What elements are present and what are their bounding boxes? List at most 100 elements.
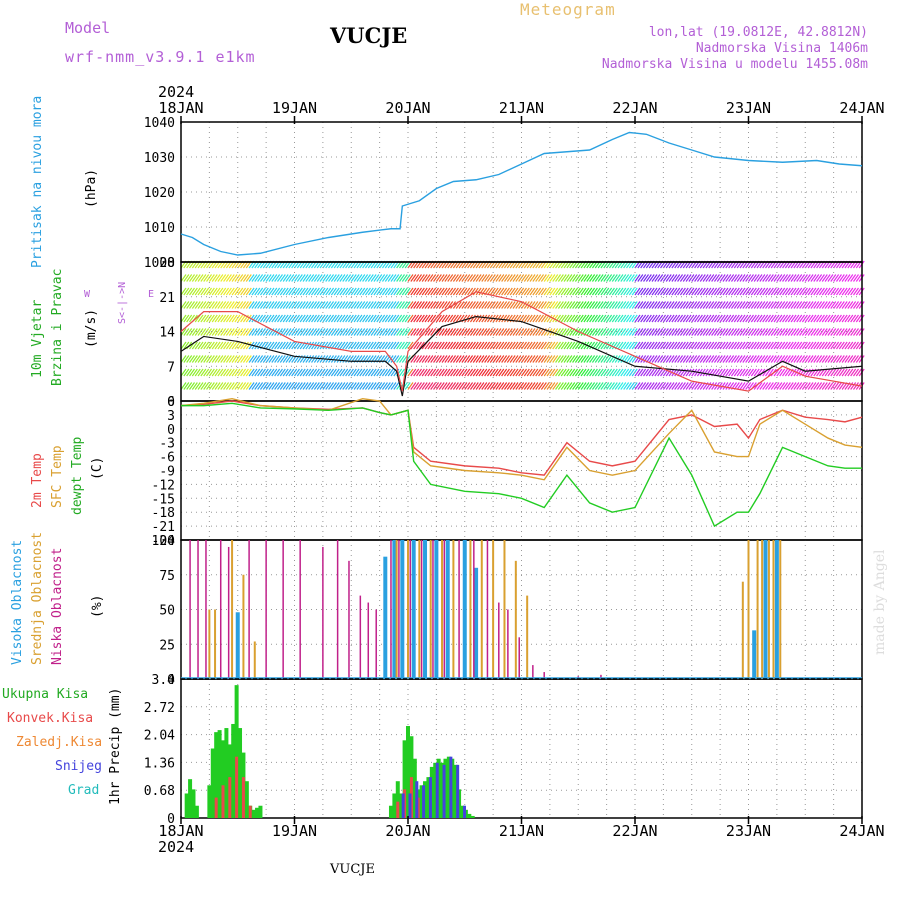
wind-barb: [679, 355, 686, 363]
wind-barb: [225, 287, 232, 296]
wind-barb: [206, 314, 213, 323]
wind-barb: [702, 301, 709, 309]
wind-barb: [379, 274, 386, 282]
wind-barb: [458, 341, 465, 350]
wind-barb: [526, 274, 533, 282]
wind-barb: [467, 287, 474, 296]
wind-barb: [455, 341, 462, 350]
wind-barb: [367, 341, 374, 350]
wind-barb: [677, 382, 684, 390]
wind-barb: [444, 287, 451, 296]
wind-barb: [597, 314, 604, 323]
wind-barb: [430, 368, 437, 377]
wind-barb: [563, 301, 570, 309]
wind-barb: [637, 274, 644, 282]
wind-barb: [538, 341, 545, 350]
wind-barb: [824, 287, 831, 296]
wind-barb: [765, 287, 772, 296]
wind-barb: [489, 341, 496, 350]
wind-barb: [305, 274, 312, 282]
wind-barb: [515, 274, 522, 282]
wind-barb: [770, 328, 777, 336]
precip-bar: [412, 758, 417, 818]
wind-barb: [506, 382, 513, 390]
precip-bar: [184, 793, 189, 818]
wind-barb: [569, 301, 576, 309]
cloud-bar: [423, 540, 428, 679]
wind-barb: [313, 382, 320, 390]
wind-barb: [566, 287, 573, 296]
wind-barb: [362, 341, 369, 350]
wind-barb: [350, 301, 357, 309]
wind-barb: [725, 382, 732, 390]
wind-barb: [841, 314, 848, 323]
wind-barb: [268, 314, 275, 323]
wind-barb: [662, 382, 669, 390]
wind-barb: [223, 287, 230, 296]
wind-barb: [634, 382, 641, 390]
wind-barb: [804, 368, 811, 377]
x-date-label-bottom: 19JAN: [272, 822, 317, 840]
wind-barb: [410, 368, 417, 377]
wind-barb: [282, 382, 289, 390]
wind-barb: [818, 355, 825, 363]
wind-barb: [730, 274, 737, 282]
wind-barb: [529, 382, 536, 390]
wind-barb: [259, 314, 266, 323]
wind-barb: [285, 328, 292, 336]
wind-barb: [702, 355, 709, 363]
wind-barb: [606, 314, 613, 323]
wind-barb: [398, 314, 405, 323]
wind-barb: [671, 341, 678, 350]
wind-barb: [796, 287, 803, 296]
wind-barb: [404, 287, 411, 296]
wind-barb: [801, 301, 808, 309]
wind-barb: [682, 301, 689, 309]
wind-barb: [208, 382, 215, 390]
wind-barb: [847, 328, 854, 336]
wind-barb: [435, 341, 442, 350]
wind-barb: [342, 287, 349, 296]
wind-barb: [495, 287, 502, 296]
cloud-bar: [432, 540, 434, 679]
wind-barb: [435, 355, 442, 363]
precip-bar: [214, 797, 218, 818]
wind-barb: [668, 314, 675, 323]
wind-barb: [810, 341, 817, 350]
wind-barb: [234, 301, 241, 309]
wind-barb: [654, 341, 661, 350]
wind-barb: [294, 382, 300, 390]
wind-barb: [668, 274, 675, 282]
wind-barb: [203, 382, 210, 390]
wind-barb: [838, 368, 845, 377]
wind-barb: [433, 382, 440, 390]
wind-barb: [231, 274, 238, 282]
temp-dewpt-line: [181, 402, 862, 528]
wind-barb: [552, 355, 559, 363]
wind-barb: [844, 341, 851, 350]
y-tick-label: 2.72: [144, 701, 175, 716]
wind-barb: [189, 328, 196, 336]
wind-barb: [237, 355, 244, 363]
wind-barb: [694, 355, 701, 363]
cloud-bar: [767, 540, 770, 679]
wind-barb: [197, 301, 204, 309]
wind-barb: [180, 274, 187, 282]
wind-barb: [390, 355, 397, 363]
wind-barb: [279, 274, 286, 282]
wind-barb: [469, 368, 476, 377]
precip-bar: [244, 781, 249, 818]
wind-barb: [719, 274, 726, 282]
wind-barb: [421, 314, 428, 323]
wind-barb: [722, 382, 729, 390]
wind-barb: [569, 355, 576, 363]
wind-barb: [657, 314, 664, 323]
wind-barb: [543, 287, 550, 296]
wind-barb: [279, 368, 286, 377]
wind-barb: [364, 382, 371, 390]
wind-barb: [223, 341, 230, 350]
wind-barb: [336, 368, 343, 377]
wind-barb: [472, 274, 479, 282]
wind-barb: [799, 287, 806, 296]
precip-bar: [396, 801, 400, 818]
